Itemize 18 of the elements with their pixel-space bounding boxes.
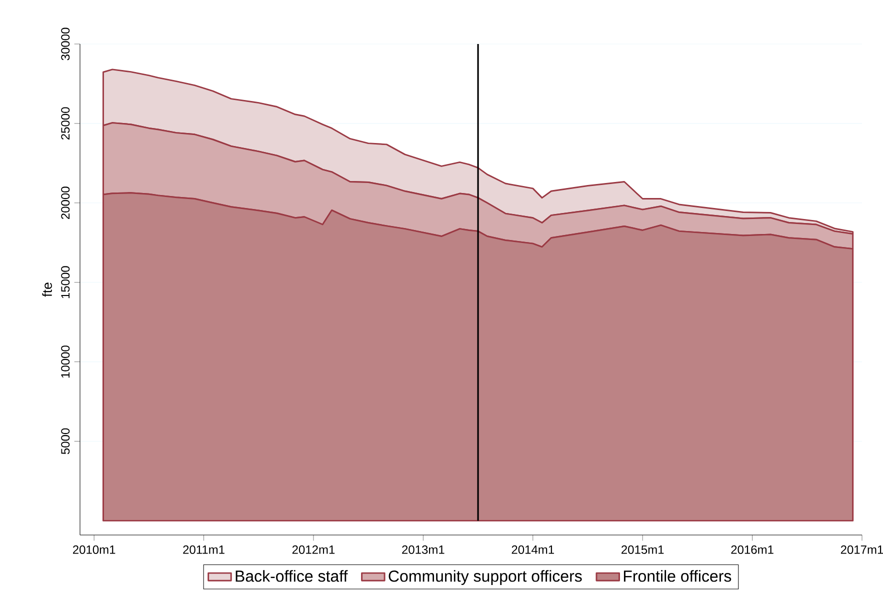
x-tick-label: 2010m1: [73, 545, 116, 554]
y-tick-label: 15000: [61, 266, 70, 298]
y-tick-label: 20000: [61, 186, 70, 219]
legend-label: Back-office staff: [236, 570, 348, 582]
x-tick-label: 2012m1: [292, 545, 335, 554]
x-tick-label: 2014m1: [512, 545, 554, 554]
y-axis-title: fte: [42, 282, 52, 297]
y-tick-label: 25000: [61, 107, 70, 140]
x-tick-label: 2016m1: [731, 545, 774, 554]
y-tick-label: 30000: [61, 28, 70, 60]
legend-label: Frontile officers: [624, 570, 732, 582]
y-tick-label: 5000: [61, 428, 70, 454]
x-tick-label: 2017m1: [840, 545, 883, 554]
y-tick-label: 10000: [61, 346, 70, 378]
x-tick-label: 2011m1: [183, 545, 224, 554]
x-tick-label: 2013m1: [402, 545, 444, 554]
legend-label: Community support officers: [388, 570, 582, 585]
x-tick-label: 2015m1: [622, 545, 664, 554]
